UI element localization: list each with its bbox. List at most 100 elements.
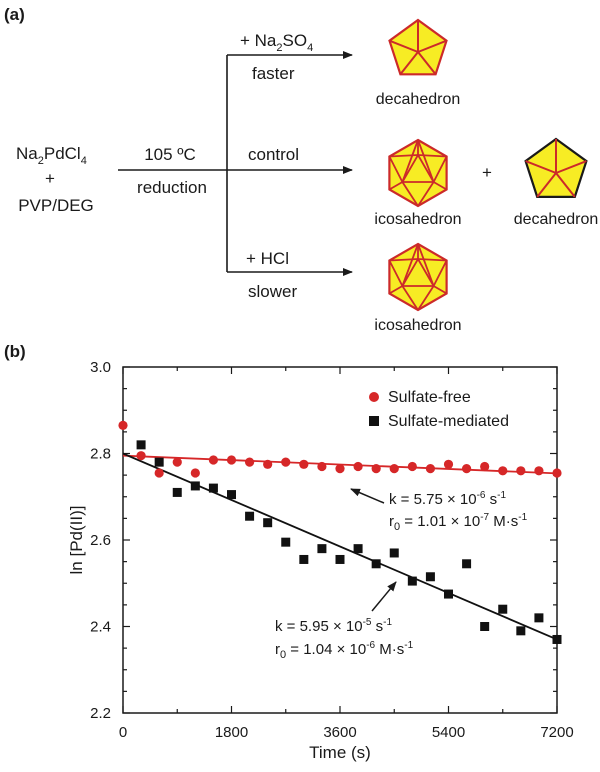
point-sulfate-free xyxy=(244,457,255,467)
tick-labels: 0 1800 3600 5400 7200 2.2 2.4 2.6 2.8 3.0 xyxy=(90,359,574,741)
x-tick-label: 3600 xyxy=(323,724,356,741)
point-sulfate-mediated xyxy=(245,511,255,521)
point-sulfate-mediated xyxy=(190,481,200,491)
fit-lines xyxy=(122,452,558,641)
point-sulfate-free xyxy=(443,459,454,469)
point-sulfate-free xyxy=(480,461,490,472)
point-sulfate-mediated xyxy=(407,576,417,586)
annotation-r0-sulfate-free: r0 = 1.01 × 10-7 M·s-1 xyxy=(389,512,528,533)
branch-bottom-speed: slower xyxy=(248,282,297,301)
legend-marker-sulfate-free xyxy=(369,392,379,402)
branch-middle-label: control xyxy=(248,145,299,164)
annotation-k-sulfate-free: k = 5.75 × 10-6 s-1 xyxy=(389,490,506,508)
icosahedron-bottom-icon xyxy=(388,242,448,312)
point-sulfate-free xyxy=(353,461,363,472)
point-sulfate-mediated xyxy=(389,548,399,558)
point-sulfate-free xyxy=(136,451,146,461)
point-sulfate-mediated xyxy=(335,554,345,564)
panel-a: (a) Na2PdCl4 + PVP/DEG 105 ºC reduction … xyxy=(4,5,598,334)
decahedron-top-icon xyxy=(388,18,448,76)
x-tick-label: 0 xyxy=(119,724,127,741)
product-middle-name-2: decahedron xyxy=(514,211,599,228)
point-sulfate-mediated xyxy=(516,626,526,636)
point-sulfate-mediated xyxy=(154,457,164,467)
y-tick-label: 2.4 xyxy=(90,619,111,636)
annotation-r0-sulfate-mediated: r0 = 1.04 × 10-6 M·s-1 xyxy=(275,640,414,661)
point-sulfate-mediated xyxy=(136,440,146,450)
point-sulfate-mediated xyxy=(299,554,309,564)
y-tick-label: 3.0 xyxy=(90,359,111,376)
icosahedron-middle-icon xyxy=(388,138,448,208)
branch-bottom-label: + HCl xyxy=(246,249,289,268)
y-tick-label: 2.2 xyxy=(90,705,111,722)
branch-top-label: + Na2SO4 xyxy=(240,31,313,54)
point-sulfate-mediated xyxy=(172,487,182,497)
point-sulfate-mediated xyxy=(371,559,381,569)
point-sulfate-free xyxy=(335,464,345,474)
data-points xyxy=(118,420,562,644)
panel-a-label: (a) xyxy=(4,5,25,24)
y-axis-title: ln [Pd(II)] xyxy=(67,506,86,575)
point-sulfate-free xyxy=(407,461,417,472)
point-sulfate-free xyxy=(317,461,327,472)
point-sulfate-free xyxy=(371,464,381,474)
point-sulfate-free xyxy=(425,464,436,474)
y-tick-label: 2.6 xyxy=(90,532,111,549)
point-sulfate-mediated xyxy=(444,589,453,599)
point-sulfate-free xyxy=(263,459,273,469)
product-top-name: decahedron xyxy=(376,91,461,108)
reactant-plus: + xyxy=(45,169,55,188)
legend-label-sulfate-free: Sulfate-free xyxy=(388,389,471,406)
point-sulfate-free xyxy=(516,466,526,476)
point-sulfate-free xyxy=(190,468,200,478)
legend-marker-sulfate-mediated xyxy=(369,416,379,426)
reactant-line1: Na2PdCl4 xyxy=(16,144,87,167)
point-sulfate-mediated xyxy=(227,490,236,500)
point-sulfate-mediated xyxy=(480,622,490,631)
x-tick-label: 1800 xyxy=(215,724,248,741)
legend-label-sulfate-mediated: Sulfate-mediated xyxy=(388,413,509,430)
fit-line-sulfate-mediated xyxy=(122,452,558,641)
point-sulfate-mediated xyxy=(462,559,472,569)
point-sulfate-free xyxy=(154,468,164,478)
y-tick-label: 2.8 xyxy=(90,446,111,463)
panel-b: (b) 0 1800 3600 5400 7200 2.2 2.4 2.6 2.8 3.0 Tim… xyxy=(4,342,574,762)
x-tick-label: 5400 xyxy=(432,724,465,741)
point-sulfate-free xyxy=(208,455,219,465)
point-sulfate-free xyxy=(118,420,128,430)
point-sulfate-free xyxy=(226,455,237,465)
point-sulfate-free xyxy=(281,457,291,467)
point-sulfate-mediated xyxy=(425,572,435,582)
point-sulfate-mediated xyxy=(552,634,562,644)
point-sulfate-mediated xyxy=(263,518,273,528)
point-sulfate-free xyxy=(461,464,472,474)
point-sulfate-mediated xyxy=(498,604,508,614)
axis-ticks xyxy=(122,366,558,714)
point-sulfate-mediated xyxy=(353,544,363,554)
product-joiner: + xyxy=(482,163,492,182)
condition-temperature: 105 ºC xyxy=(144,145,196,164)
point-sulfate-free xyxy=(552,468,562,478)
point-sulfate-free xyxy=(172,457,182,467)
product-bottom-name: icosahedron xyxy=(374,317,461,334)
annotation-arrow-sulfate-mediated xyxy=(371,581,397,612)
point-sulfate-free xyxy=(299,459,309,469)
product-middle-name-1: icosahedron xyxy=(374,211,461,228)
legend: Sulfate-free Sulfate-mediated xyxy=(369,389,509,430)
branch-top-speed: faster xyxy=(252,64,295,83)
annotation-arrow-sulfate-free xyxy=(350,488,385,504)
point-sulfate-mediated xyxy=(208,483,218,493)
reactant-line3: PVP/DEG xyxy=(18,196,94,215)
decahedron-middle-icon xyxy=(524,137,588,198)
point-sulfate-free xyxy=(389,464,399,474)
condition-reduction: reduction xyxy=(137,178,207,197)
point-sulfate-mediated xyxy=(534,613,544,623)
panel-b-label: (b) xyxy=(4,342,26,361)
x-axis-title: Time (s) xyxy=(309,743,371,762)
point-sulfate-free xyxy=(534,466,544,476)
point-sulfate-mediated xyxy=(317,544,327,554)
point-sulfate-mediated xyxy=(281,537,291,547)
point-sulfate-free xyxy=(498,466,508,476)
annotation-k-sulfate-mediated: k = 5.95 × 10-5 s-1 xyxy=(275,617,392,635)
